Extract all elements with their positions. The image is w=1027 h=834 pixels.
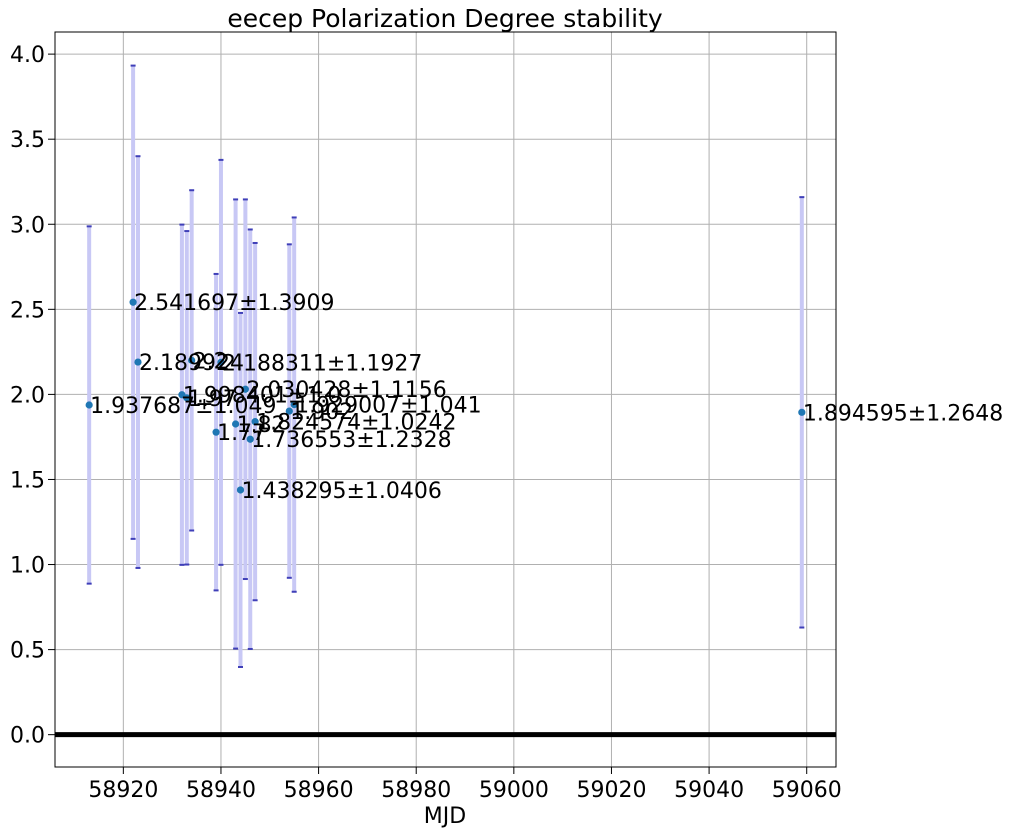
data-point (212, 428, 220, 436)
data-label: 1.438295±1.0406 (241, 479, 441, 504)
data-label: 1.82 (237, 413, 286, 438)
x-tick-label: 59060 (772, 778, 842, 803)
data-point (285, 407, 293, 415)
x-tick-label: 59040 (674, 778, 744, 803)
y-tick-label: 3.5 (10, 128, 45, 153)
y-tick-label: 3.0 (10, 213, 45, 238)
y-tick-label: 1.0 (10, 554, 45, 579)
data-label: 1.736553±1.2328 (251, 428, 451, 453)
x-axis-ticks: 58920 58940 58960 58980 59000 59020 59040 59060 (88, 767, 842, 803)
data-label: 2.541697±1.3909 (134, 291, 334, 316)
data-label: 2.030428±1.1156 (246, 378, 446, 403)
data-label: 1.824574±1.0242 (256, 411, 456, 436)
y-tick-label: 4.0 (10, 43, 45, 68)
x-tick-label: 58960 (284, 778, 354, 803)
x-tick-label: 58920 (88, 778, 158, 803)
data-point (134, 358, 142, 366)
y-tick-label: 2.0 (10, 383, 45, 408)
data-label: 1.998401±1.0 (183, 384, 341, 409)
data-label: 1.894595±1.2648 (803, 401, 1003, 426)
data-point (217, 358, 225, 366)
y-tick-label: 2.5 (10, 298, 45, 323)
y-tick-label: 1.5 (10, 468, 45, 493)
data-point (183, 394, 191, 402)
plot-frame (54, 31, 837, 768)
x-tick-label: 58980 (381, 778, 451, 803)
data-label: 1.929007±1.041 (295, 394, 481, 419)
data-label: 1.97 (188, 387, 237, 412)
data-point (798, 408, 806, 416)
data-point (232, 420, 240, 428)
data-point (246, 435, 254, 443)
chart-title: eecep Polarization Degree stability (227, 4, 663, 33)
data-label: 1.902 (290, 400, 353, 425)
data-label: 2.189924 (139, 351, 244, 376)
data-label: 2.2 (193, 349, 228, 374)
data-points (85, 298, 806, 494)
data-label: 1.937687±1.049 (90, 394, 276, 419)
data-label: 1.77 (217, 421, 266, 446)
x-axis-label: MJD (424, 804, 466, 829)
y-tick-label: 0.0 (10, 724, 45, 749)
x-tick-label: 58940 (186, 778, 256, 803)
data-point (241, 385, 249, 393)
data-point (85, 401, 93, 409)
x-tick-label: 59000 (479, 778, 549, 803)
y-tick-label: 0.5 (10, 639, 45, 664)
data-label: 2.188311±1.1927 (222, 351, 422, 376)
data-point (236, 486, 245, 494)
x-tick-label: 59020 (576, 778, 646, 803)
data-point (251, 418, 259, 426)
data-point (290, 401, 298, 409)
data-point (129, 298, 137, 306)
y-axis-ticks: 0.0 0.5 1.0 1.5 2.0 2.5 3.0 3.5 4.0 (10, 43, 55, 749)
data-point (188, 356, 196, 364)
